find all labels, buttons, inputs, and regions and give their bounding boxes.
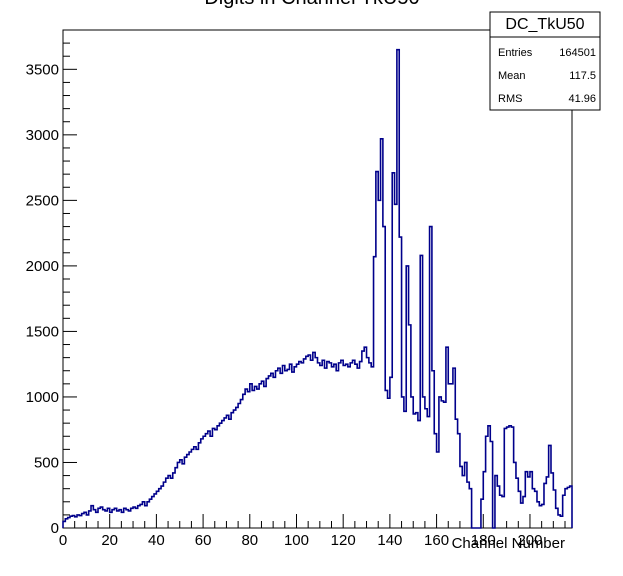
x-axis-title: Channel Number xyxy=(452,535,565,552)
stats-mean-label: Mean xyxy=(498,70,526,82)
stats-box: DC_TkU50 Entries 164501 Mean 117.5 RMS 4… xyxy=(489,11,601,111)
x-tick-label: 60 xyxy=(195,532,212,549)
histogram-series-line xyxy=(62,48,573,529)
x-tick-label: 0 xyxy=(59,532,67,549)
y-tick-label: 1000 xyxy=(26,389,59,406)
x-tick-label: 40 xyxy=(148,532,165,549)
y-axis: 0 500 1000 1500 2000 2500 3000 3500 xyxy=(26,42,77,537)
stats-rms-label: RMS xyxy=(498,93,522,105)
y-tick-label: 2000 xyxy=(26,258,59,275)
stats-entries-value: 164501 xyxy=(559,47,596,59)
x-tick-label: 180 xyxy=(471,532,496,549)
y-tick-label: 1500 xyxy=(26,323,59,340)
stats-mean-value: 117.5 xyxy=(569,70,596,82)
stats-box-title: DC_TkU50 xyxy=(505,16,584,33)
x-tick-label: 160 xyxy=(424,532,449,549)
y-tick-label: 500 xyxy=(34,454,59,471)
y-tick-label: 2500 xyxy=(26,192,59,209)
stats-entries-label: Entries xyxy=(498,47,533,59)
x-tick-label: 140 xyxy=(377,532,402,549)
y-tick-label: 3500 xyxy=(26,61,59,78)
x-tick-label: 120 xyxy=(331,532,356,549)
y-tick-label: 3000 xyxy=(26,127,59,144)
y-tick-label: 0 xyxy=(51,520,59,537)
stats-box-frame xyxy=(489,11,601,111)
x-tick-label: 80 xyxy=(241,532,258,549)
x-tick-label: 20 xyxy=(101,532,118,549)
chart-title: Digits in Channel TkU50 xyxy=(204,0,419,9)
x-tick-label: 100 xyxy=(284,532,309,549)
stats-rms-value: 41.96 xyxy=(568,93,596,105)
x-axis: 0 20 40 60 80 100 120 140 160 180 200 xyxy=(59,514,566,549)
plot-frame xyxy=(62,29,573,529)
x-tick-label: 200 xyxy=(517,532,542,549)
